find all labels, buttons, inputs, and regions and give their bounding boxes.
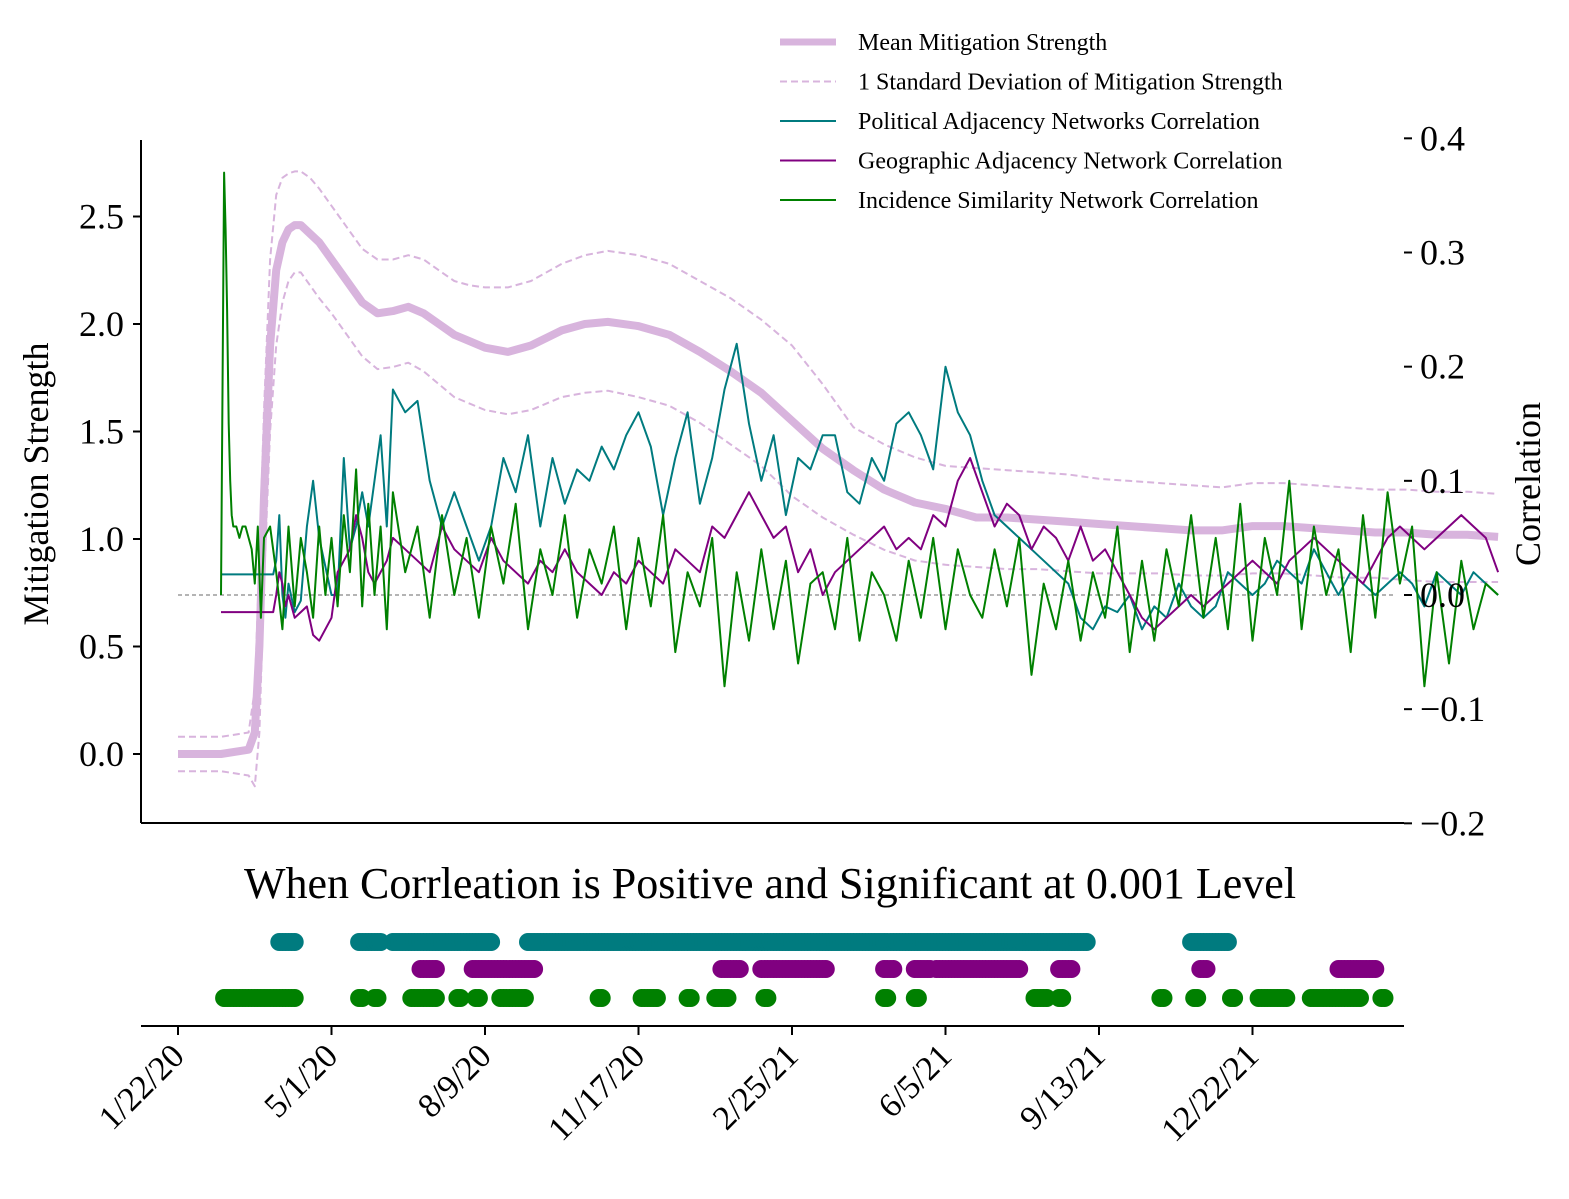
significance-dot [816, 960, 835, 978]
significance-dot [758, 989, 777, 1007]
significance-dot [285, 989, 304, 1007]
significance-dot [1366, 960, 1385, 978]
right-tick-label: 0.0 [1420, 575, 1465, 615]
date-tick-label: 2/25/21 [706, 1037, 806, 1137]
significance-dot [884, 960, 903, 978]
std-lower-line [178, 271, 1499, 788]
right-tick-label: 0.4 [1420, 118, 1465, 158]
date-tick-label: 11/17/20 [541, 1037, 652, 1148]
date-ticks: 1/22/20 5/1/20 8/9/20 11/17/20 2/25/21 6/5/21… [92, 1026, 1266, 1149]
significance-dot [1197, 960, 1216, 978]
significance-dot [1037, 989, 1056, 1007]
significance-dot [285, 933, 304, 951]
left-tick-label: 2.0 [79, 304, 124, 344]
incidence-correlation-line [220, 171, 1499, 688]
significance-dot [469, 989, 488, 1007]
significance-dot [730, 960, 749, 978]
date-tick-label: 9/13/21 [1013, 1037, 1113, 1137]
y-axis-left-label: Mitigation Strength [16, 343, 56, 626]
legend-label: Incidence Similarity Network Correlation [858, 188, 1259, 214]
date-tick-label: 5/1/20 [258, 1037, 346, 1125]
right-tick-label: −0.2 [1420, 803, 1485, 843]
legend-label: Political Adjacency Networks Correlation [858, 109, 1260, 135]
significance-dot [426, 960, 445, 978]
right-tick-label: 0.3 [1420, 232, 1465, 272]
legend-label: Geographic Adjacency Network Correlation [858, 149, 1283, 175]
significance-dot [1154, 989, 1173, 1007]
significance-dot [592, 989, 611, 1007]
significance-dot [426, 989, 445, 1007]
left-tick-label: 1.5 [79, 412, 124, 452]
legend: Mean Mitigation Strength 1 Standard Devia… [780, 30, 1283, 214]
significance-dot [647, 989, 666, 1007]
legend-label: Mean Mitigation Strength [858, 30, 1107, 56]
significance-dot [908, 989, 927, 1007]
right-tick-label: −0.1 [1420, 689, 1485, 729]
left-ticks: 0.0 0.5 1.0 1.5 2.0 2.5 [79, 197, 141, 774]
geographic-correlation-line [221, 457, 1500, 642]
significance-dot [1053, 989, 1072, 1007]
significance-dot [1077, 933, 1096, 951]
significance-dot [1351, 989, 1369, 1007]
left-tick-label: 1.0 [79, 519, 124, 559]
date-tick-label: 12/22/21 [1155, 1037, 1267, 1149]
bottom-panel: When Corrleation is Positive and Signifi… [92, 859, 1404, 1149]
significance-dot [1188, 989, 1207, 1007]
significance-title: When Corrleation is Positive and Signifi… [244, 859, 1296, 908]
legend-label: 1 Standard Deviation of Mitigation Stren… [858, 70, 1283, 96]
significance-dot [451, 989, 470, 1007]
significance-dot [1010, 960, 1029, 978]
left-tick-label: 0.0 [79, 734, 124, 774]
significance-dot [1218, 933, 1237, 951]
significance-dot [371, 933, 390, 951]
left-tick-label: 0.5 [79, 627, 124, 667]
significance-dot [1062, 960, 1081, 978]
left-tick-label: 2.5 [79, 197, 124, 237]
std-upper-line [178, 170, 1499, 738]
significance-dot [368, 989, 387, 1007]
significance-dot [525, 960, 544, 978]
significance-dot [681, 989, 700, 1007]
significance-dots [215, 933, 1394, 1007]
significance-dot [1277, 989, 1296, 1007]
y-axis-right-label: Correlation [1508, 402, 1548, 566]
significance-dot [878, 989, 897, 1007]
date-tick-label: 6/5/21 [872, 1037, 960, 1125]
right-tick-label: 0.1 [1420, 461, 1465, 501]
significance-dot [482, 933, 501, 951]
plot-lines [178, 170, 1500, 788]
right-ticks: −0.2 −0.1 0.0 0.1 0.2 0.3 0.4 [1404, 118, 1485, 843]
significance-dot [1225, 989, 1244, 1007]
significance-dot [353, 989, 372, 1007]
right-tick-label: 0.2 [1420, 347, 1465, 387]
date-tick-label: 8/9/20 [411, 1037, 499, 1125]
significance-dot [718, 989, 737, 1007]
significance-dot [1375, 989, 1394, 1007]
significance-dot [515, 989, 534, 1007]
top-panel: 0.0 0.5 1.0 1.5 2.0 2.5 −0.2 −0.1 0.0 0.1 0.2 0.3 0… [16, 30, 1548, 843]
mean-mitigation-line [178, 221, 1499, 758]
date-tick-label: 1/22/20 [92, 1037, 192, 1137]
